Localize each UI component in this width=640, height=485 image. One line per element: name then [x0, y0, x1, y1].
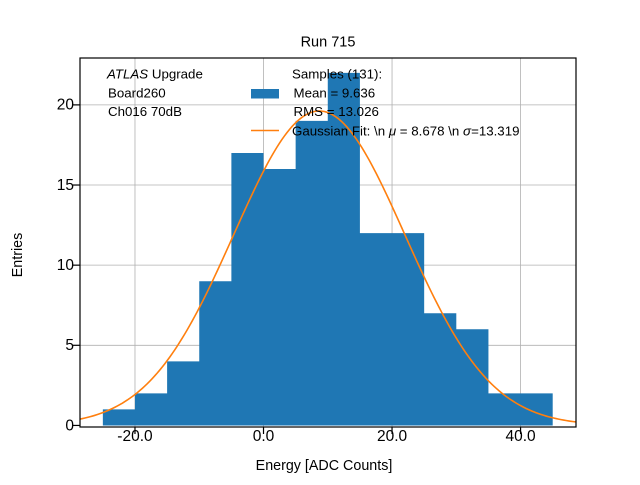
svg-text:RMS = 13.026: RMS = 13.026 — [294, 104, 379, 119]
svg-text:Samples (131):: Samples (131): — [292, 66, 382, 81]
svg-text:20.0: 20.0 — [377, 428, 408, 445]
svg-text:Gaussian Fit: \n μ = 8.678 \n: Gaussian Fit: \n μ = 8.678 \n σ=13.319 — [292, 123, 520, 138]
svg-text:15: 15 — [57, 177, 74, 194]
svg-text:0.0: 0.0 — [253, 428, 275, 445]
svg-text:5: 5 — [65, 337, 74, 354]
svg-text:20: 20 — [57, 97, 75, 114]
svg-text:Board260: Board260 — [108, 86, 166, 101]
svg-text:Ch016 70dB: Ch016 70dB — [108, 104, 182, 119]
svg-text:40.0: 40.0 — [505, 428, 536, 445]
svg-text:10: 10 — [57, 257, 75, 274]
svg-text:0: 0 — [65, 417, 74, 434]
svg-text:Run 715: Run 715 — [301, 35, 356, 51]
svg-text:Entries: Entries — [10, 233, 26, 278]
svg-text:-20.0: -20.0 — [117, 428, 153, 445]
svg-text:Mean = 9.636: Mean = 9.636 — [294, 86, 376, 101]
svg-text:ATLAS Upgrade: ATLAS Upgrade — [106, 66, 203, 81]
svg-text:Energy [ADC Counts]: Energy [ADC Counts] — [256, 458, 393, 474]
